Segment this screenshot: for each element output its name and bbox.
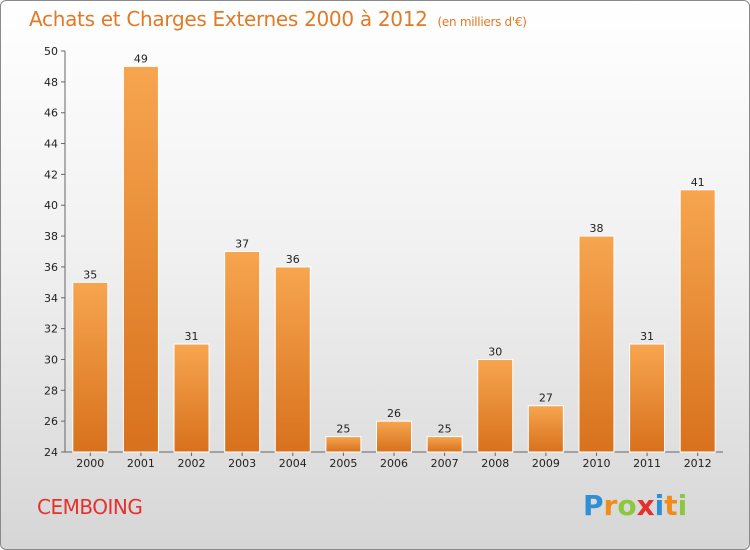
bar-2009 — [527, 405, 564, 453]
value-label-2003: 37 — [235, 238, 249, 251]
bar-2001 — [122, 65, 159, 453]
bar-2000 — [72, 281, 109, 453]
bar-2012 — [679, 189, 716, 453]
bar-2007 — [426, 436, 463, 453]
value-label-2007: 25 — [438, 423, 452, 436]
x-tick-label: 2005 — [329, 457, 357, 470]
logo-letter: t — [664, 489, 678, 522]
y-tick-label: 38 — [44, 230, 58, 243]
y-tick-label: 28 — [44, 384, 58, 397]
value-label-2011: 31 — [640, 330, 654, 343]
x-tick-label: 2000 — [76, 457, 104, 470]
chart-title-text: Achats et Charges Externes 2000 à 2012 — [29, 7, 428, 31]
x-tick-label: 2012 — [684, 457, 712, 470]
y-tick-label: 42 — [44, 168, 58, 181]
y-tick-label: 36 — [44, 261, 58, 274]
axes: 24 26 28 30 32 34 36 38 40 42 44 46 48 50 2000 2001 2002… — [44, 45, 723, 470]
x-tick-label: 2010 — [582, 457, 610, 470]
bars — [72, 65, 716, 453]
logo-letter: x — [636, 489, 655, 522]
logo-letter: i — [677, 489, 688, 522]
value-label-2012: 41 — [691, 176, 705, 189]
x-tick-label: 2007 — [431, 457, 459, 470]
logo-letter: o — [617, 489, 637, 522]
x-tick-label: 2004 — [279, 457, 307, 470]
y-tick-label: 34 — [44, 292, 58, 305]
y-tick-label: 26 — [44, 415, 58, 428]
x-tick-label: 2008 — [481, 457, 509, 470]
y-tick-label: 48 — [44, 76, 58, 89]
value-label-2004: 36 — [286, 253, 300, 266]
y-tick-label: 24 — [44, 446, 58, 459]
value-label-2002: 31 — [185, 330, 199, 343]
logo-letter: r — [603, 489, 618, 522]
y-tick-label: 40 — [44, 199, 58, 212]
bar-2006 — [376, 420, 412, 453]
y-tick-label: 30 — [44, 353, 58, 366]
x-tick-label: 2002 — [178, 457, 206, 470]
bar-2010 — [578, 235, 615, 453]
value-label-2010: 38 — [589, 222, 603, 235]
bar-2005 — [325, 436, 362, 453]
x-tick-label: 2011 — [633, 457, 661, 470]
bar-2002 — [173, 343, 210, 453]
y-tick-label: 50 — [44, 45, 58, 58]
x-tick-label: 2009 — [532, 457, 560, 470]
value-labels: 35 49 31 37 36 25 26 25 30 27 38 31 41 — [83, 52, 704, 435]
value-label-2001: 49 — [134, 52, 148, 65]
value-label-2005: 25 — [336, 423, 350, 436]
bar-2011 — [629, 343, 666, 453]
bar-2004 — [274, 266, 311, 453]
proxiti-logo: Proxiti — [583, 489, 687, 522]
y-tick-label: 44 — [44, 138, 58, 151]
y-tick-label: 46 — [44, 107, 58, 120]
logo-letter: P — [583, 489, 604, 522]
x-tick-label: 2003 — [228, 457, 256, 470]
x-tick-label: 2006 — [380, 457, 408, 470]
logo-letter: i — [654, 489, 665, 522]
bar-2003 — [224, 251, 261, 453]
bar-2008 — [477, 358, 514, 453]
x-tick-label: 2001 — [127, 457, 155, 470]
chart-title: Achats et Charges Externes 2000 à 2012 (e… — [29, 7, 527, 31]
commune-name: CEMBOING — [37, 495, 143, 519]
value-label-2008: 30 — [488, 345, 502, 358]
value-label-2009: 27 — [539, 392, 553, 405]
chart-unit: (en milliers d'€) — [437, 15, 527, 29]
value-label-2006: 26 — [387, 407, 401, 420]
y-tick-label: 32 — [44, 323, 58, 336]
value-label-2000: 35 — [83, 268, 97, 281]
